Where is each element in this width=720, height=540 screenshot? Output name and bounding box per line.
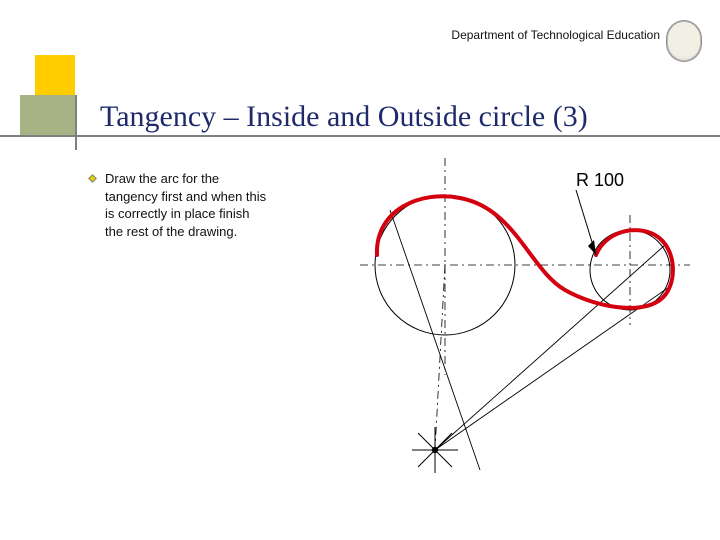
crest-icon: [666, 20, 702, 62]
title-underline: [0, 135, 720, 137]
page-title: Tangency – Inside and Outside circle (3): [100, 100, 588, 134]
tangency-diagram: [300, 150, 700, 530]
accent-square-olive: [20, 95, 75, 135]
bullet-icon: [88, 174, 97, 183]
title-left-rule: [75, 95, 77, 150]
department-label: Department of Technological Education: [0, 28, 660, 42]
slide: Department of Technological Education Ta…: [0, 0, 720, 540]
body-text: Draw the arc for the tangency first and …: [105, 170, 270, 240]
accent-square-yellow: [35, 55, 75, 95]
